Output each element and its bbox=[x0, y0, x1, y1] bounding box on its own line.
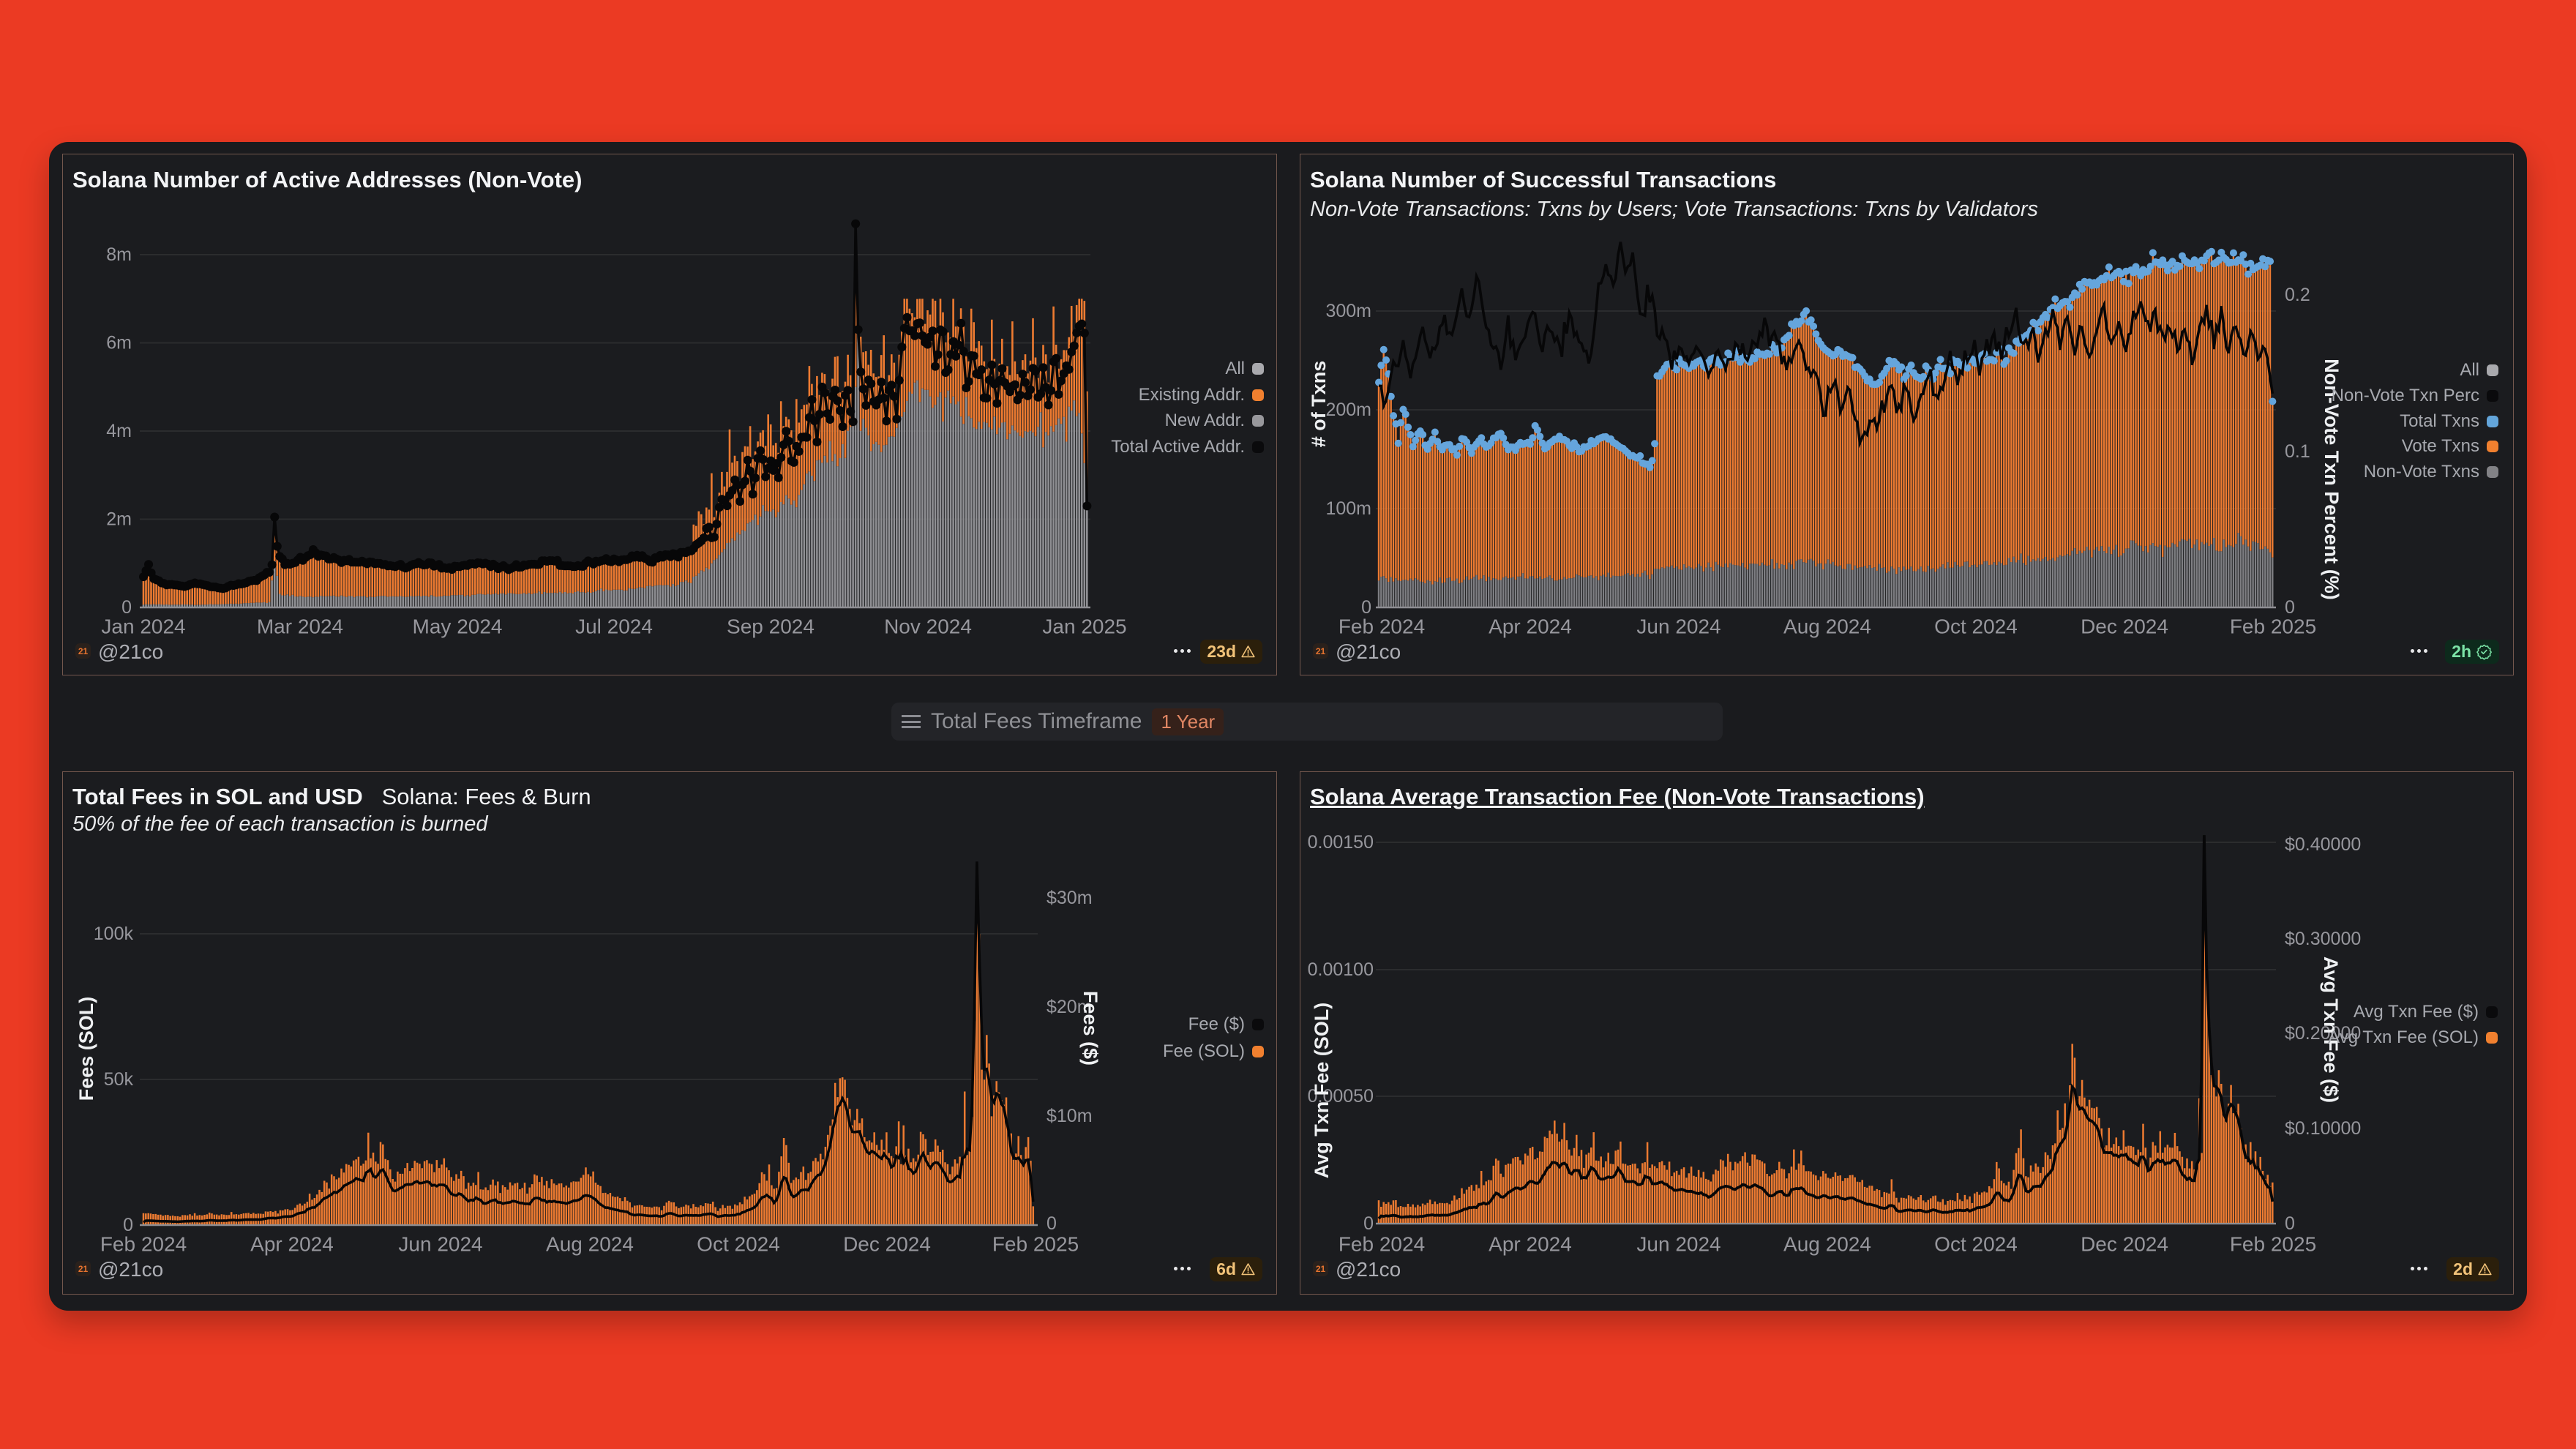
svg-text:Fees ($): Fees ($) bbox=[1079, 991, 1101, 1066]
svg-text:Sep 2024: Sep 2024 bbox=[727, 615, 815, 638]
svg-text:8m: 8m bbox=[106, 244, 132, 265]
svg-text:100m: 100m bbox=[1325, 498, 1371, 519]
svg-text:0.00050: 0.00050 bbox=[1308, 1086, 1374, 1107]
svg-text:May 2024: May 2024 bbox=[413, 615, 503, 638]
svg-text:100k: 100k bbox=[94, 924, 134, 944]
svg-text:0: 0 bbox=[1361, 597, 1371, 618]
svg-text:Feb 2025: Feb 2025 bbox=[2230, 1233, 2316, 1256]
svg-text:Jul 2024: Jul 2024 bbox=[575, 615, 653, 638]
svg-text:$0.40000: $0.40000 bbox=[2285, 834, 2361, 855]
svg-text:$0.20000: $0.20000 bbox=[2285, 1023, 2361, 1044]
svg-text:Mar 2024: Mar 2024 bbox=[257, 615, 343, 638]
svg-text:Oct 2024: Oct 2024 bbox=[1934, 1233, 2018, 1256]
svg-text:300m: 300m bbox=[1325, 301, 1371, 321]
svg-text:Apr 2024: Apr 2024 bbox=[1489, 1233, 1572, 1256]
svg-text:2m: 2m bbox=[106, 509, 132, 530]
svg-text:Nov 2024: Nov 2024 bbox=[884, 615, 972, 638]
svg-text:Non-Vote Txn Percent (%): Non-Vote Txn Percent (%) bbox=[2321, 359, 2343, 600]
svg-text:0.1: 0.1 bbox=[2285, 441, 2310, 462]
svg-text:Dec 2024: Dec 2024 bbox=[2081, 1233, 2168, 1256]
svg-text:Feb 2024: Feb 2024 bbox=[1338, 615, 1425, 638]
svg-text:Aug 2024: Aug 2024 bbox=[1783, 1233, 1871, 1256]
svg-text:Aug 2024: Aug 2024 bbox=[1783, 615, 1871, 638]
svg-text:Feb 2024: Feb 2024 bbox=[100, 1233, 187, 1256]
svg-text:Avg Txn Fee (SOL): Avg Txn Fee (SOL) bbox=[1311, 1003, 1333, 1179]
svg-text:Oct 2024: Oct 2024 bbox=[1934, 615, 2018, 638]
svg-text:Dec 2024: Dec 2024 bbox=[2081, 615, 2168, 638]
svg-text:Oct 2024: Oct 2024 bbox=[697, 1233, 780, 1256]
svg-text:0: 0 bbox=[2285, 597, 2295, 618]
svg-text:# of Txns: # of Txns bbox=[1308, 361, 1330, 448]
svg-text:Jun 2024: Jun 2024 bbox=[1636, 615, 1721, 638]
svg-text:Feb 2025: Feb 2025 bbox=[2230, 615, 2316, 638]
svg-text:0: 0 bbox=[121, 597, 132, 618]
svg-text:Jun 2024: Jun 2024 bbox=[1636, 1233, 1721, 1256]
svg-text:Aug 2024: Aug 2024 bbox=[546, 1233, 634, 1256]
svg-text:Jun 2024: Jun 2024 bbox=[398, 1233, 482, 1256]
svg-text:Apr 2024: Apr 2024 bbox=[1489, 615, 1572, 638]
svg-text:Apr 2024: Apr 2024 bbox=[250, 1233, 334, 1256]
svg-text:$0.30000: $0.30000 bbox=[2285, 929, 2361, 949]
svg-text:Dec 2024: Dec 2024 bbox=[843, 1233, 931, 1256]
svg-text:200m: 200m bbox=[1325, 400, 1371, 420]
svg-text:0: 0 bbox=[2285, 1213, 2295, 1234]
svg-text:6m: 6m bbox=[106, 333, 132, 353]
svg-text:4m: 4m bbox=[106, 421, 132, 441]
svg-text:Jan 2025: Jan 2025 bbox=[1042, 615, 1126, 638]
svg-text:0.00150: 0.00150 bbox=[1308, 832, 1374, 853]
svg-text:$10m: $10m bbox=[1046, 1106, 1093, 1126]
svg-text:0.00100: 0.00100 bbox=[1308, 959, 1374, 980]
svg-text:50k: 50k bbox=[104, 1069, 134, 1090]
svg-text:Feb 2025: Feb 2025 bbox=[992, 1233, 1079, 1256]
svg-text:Fees (SOL): Fees (SOL) bbox=[75, 997, 97, 1101]
svg-text:0: 0 bbox=[1363, 1213, 1374, 1234]
svg-text:Jan 2024: Jan 2024 bbox=[101, 615, 185, 638]
svg-text:Avg Txn Fee ($): Avg Txn Fee ($) bbox=[2320, 956, 2342, 1103]
svg-text:0: 0 bbox=[123, 1215, 133, 1235]
svg-text:0: 0 bbox=[1046, 1213, 1057, 1234]
svg-text:Feb 2024: Feb 2024 bbox=[1338, 1233, 1425, 1256]
svg-text:$20m: $20m bbox=[1046, 997, 1093, 1017]
svg-text:0.2: 0.2 bbox=[2285, 285, 2310, 305]
svg-text:$0.10000: $0.10000 bbox=[2285, 1118, 2361, 1139]
svg-text:$30m: $30m bbox=[1046, 888, 1093, 908]
